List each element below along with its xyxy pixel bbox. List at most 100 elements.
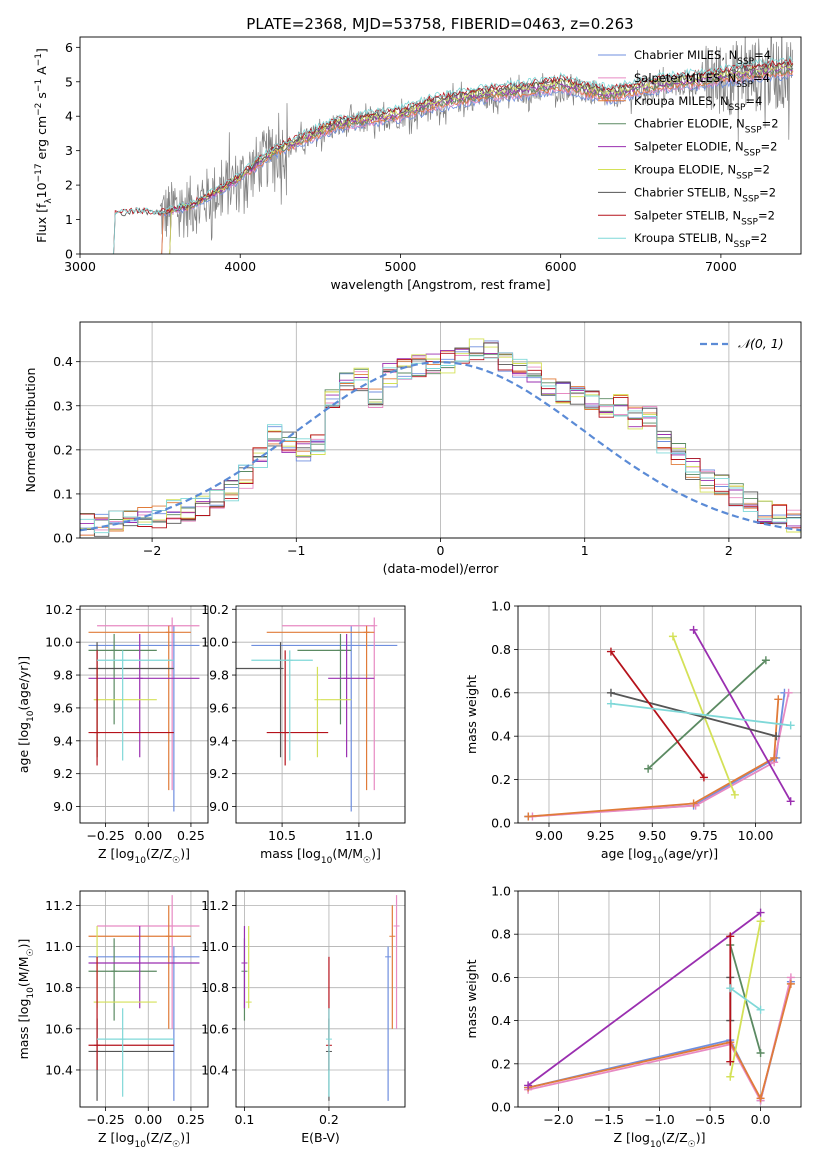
x-tick-label: −1.0	[644, 1112, 674, 1127]
x-axis-label: mass [log10(M/M☉)]	[260, 846, 381, 866]
histogram-series	[80, 348, 801, 530]
legend-label: Chabrier STELIB, NSSP=2	[634, 185, 776, 204]
label-part: ☉	[26, 948, 36, 956]
y-tick-label: 11.0	[201, 939, 229, 954]
label-part: =2	[753, 163, 770, 177]
plot-area-age_vs_Z	[88, 617, 200, 812]
y-axis-label: mass weight	[464, 959, 479, 1038]
y-axis-label: mass [log10(M/M☉)]	[16, 939, 36, 1060]
y-axis-label: Flux [fλ10−17 erg cm−2 s−1 A−1]	[34, 48, 54, 243]
axes-layer: 3000 4000 5000 6000 7000 0 1 2 3 4 5 6 wavelength [A…	[16, 36, 802, 1150]
y-tick-label: 9.6	[53, 700, 73, 715]
y-tick-label: 9.4	[53, 733, 73, 748]
label-part: 10	[134, 856, 146, 866]
y-tick-label: 0.1	[53, 486, 73, 501]
label-part: ☉	[172, 1140, 180, 1150]
label-part: age [log	[601, 846, 652, 861]
x-tick-label: 9.25	[587, 828, 615, 843]
label-part: (M/M	[16, 956, 31, 987]
y-axis-label: Normed distribution	[23, 368, 38, 493]
legend-label: 𝒩(0, 1)	[738, 336, 784, 351]
label-part: −1	[34, 53, 44, 66]
weight-marker	[726, 1072, 735, 1081]
weight-line	[527, 911, 762, 1087]
model-spectrum-line	[112, 55, 794, 254]
x-tick-label: 3000	[64, 259, 96, 274]
weight-marker	[524, 812, 533, 821]
label-part: Z [log	[98, 1130, 134, 1145]
axes-age_vs_Z: −0.25 0.00 0.25 9.0 9.2 9.4 9.6 9.8 10.0 10.2 Z [l…	[16, 602, 209, 866]
label-part: )]	[371, 846, 381, 861]
label-part: λ	[44, 198, 54, 204]
weight-marker	[756, 1005, 765, 1014]
label-part: ☉	[363, 856, 371, 866]
y-axis-label: age [log10(age/yr)]	[16, 656, 36, 773]
x-axis-label: (data-model)/error	[383, 561, 500, 576]
label-part: Salpeter MILES, N	[634, 71, 736, 85]
y-tick-label: 9.2	[53, 766, 73, 781]
x-tick-label: 0.25	[177, 1112, 205, 1127]
y-tick-label: 5	[65, 74, 73, 89]
x-tick-label: 9.00	[535, 828, 563, 843]
y-tick-label: 0.6	[491, 970, 511, 985]
x-tick-label: 5000	[385, 259, 417, 274]
weight-marker	[524, 1081, 533, 1090]
label-part: −1	[34, 79, 44, 92]
y-tick-label: 0.2	[53, 442, 73, 457]
y-tick-label: 6	[65, 40, 73, 55]
axes-frame	[517, 605, 802, 824]
y-tick-label: 0.4	[491, 1013, 511, 1028]
x-axis-label: Z [log10(Z/Z☉)]	[614, 1130, 706, 1150]
model-spectrum-line	[112, 61, 794, 254]
x-tick-label: 0.00	[134, 1112, 162, 1127]
x-tick-label: 0	[437, 543, 445, 558]
y-tick-label: 10.0	[201, 635, 229, 650]
label-part: mass weight	[464, 959, 479, 1038]
label-part: SSP	[736, 80, 753, 90]
label-part: E(B-V)	[301, 1130, 340, 1145]
x-tick-label: 0.1	[235, 1112, 255, 1127]
x-tick-label: 7000	[705, 259, 737, 274]
y-tick-label: 9.0	[209, 799, 229, 814]
weight-marker	[644, 764, 653, 773]
legend-label: Kroupa STELIB, NSSP=2	[634, 231, 767, 250]
label-part: 10	[26, 987, 36, 999]
y-tick-label: 4	[65, 109, 73, 124]
weight-marker	[786, 721, 795, 730]
y-tick-label: 9.4	[209, 733, 229, 748]
weight-line	[528, 699, 780, 818]
legend-label: Salpeter STELIB, NSSP=2	[634, 208, 775, 227]
label-part: =2	[758, 208, 775, 222]
x-tick-label: 10.5	[268, 828, 296, 843]
label-part: SSP	[741, 217, 758, 227]
label-part: SSP	[729, 103, 746, 113]
legend-label: Chabrier MILES, NSSP=4	[634, 48, 771, 67]
label-part: Salpeter ELODIE, N	[634, 140, 744, 154]
weight-line	[729, 987, 762, 1011]
label-part: Kroupa ELODIE, N	[634, 163, 736, 177]
label-part: (M/M	[332, 846, 363, 861]
y-tick-label: 3	[65, 143, 73, 158]
y-tick-label: 0.8	[491, 927, 511, 942]
y-tick-label: 11.2	[45, 898, 73, 913]
axes-frame	[517, 890, 802, 1108]
label-part: =2	[762, 117, 779, 131]
x-tick-label: −2	[143, 543, 161, 558]
x-tick-label: 2	[725, 543, 733, 558]
x-tick-label: 11.0	[345, 828, 373, 843]
x-axis-label: Z [log10(Z/Z☉)]	[98, 1130, 190, 1150]
label-part: age [log	[16, 722, 31, 773]
x-tick-label: 0.2	[319, 1112, 339, 1127]
axes-weight_vs_Z: −2.0 −1.5 −1.0 −0.5 0.0 0.0 0.2 0.4 0.6 0.8 1.0 Z […	[464, 884, 802, 1150]
label-part: SSP	[736, 172, 753, 182]
y-tick-label: 1.0	[491, 884, 511, 899]
label-part: Flux [f	[34, 203, 49, 243]
weight-line	[610, 702, 791, 727]
label-part: =2	[761, 140, 778, 154]
label-part: =4	[745, 94, 762, 108]
legend-label: Salpeter MILES, NSSP=4	[634, 71, 770, 90]
legend-label: Chabrier ELODIE, NSSP=2	[634, 117, 779, 136]
x-tick-label: −0.5	[695, 1112, 725, 1127]
x-tick-label: 9.75	[690, 828, 718, 843]
y-tick-label: 10.2	[201, 602, 229, 617]
